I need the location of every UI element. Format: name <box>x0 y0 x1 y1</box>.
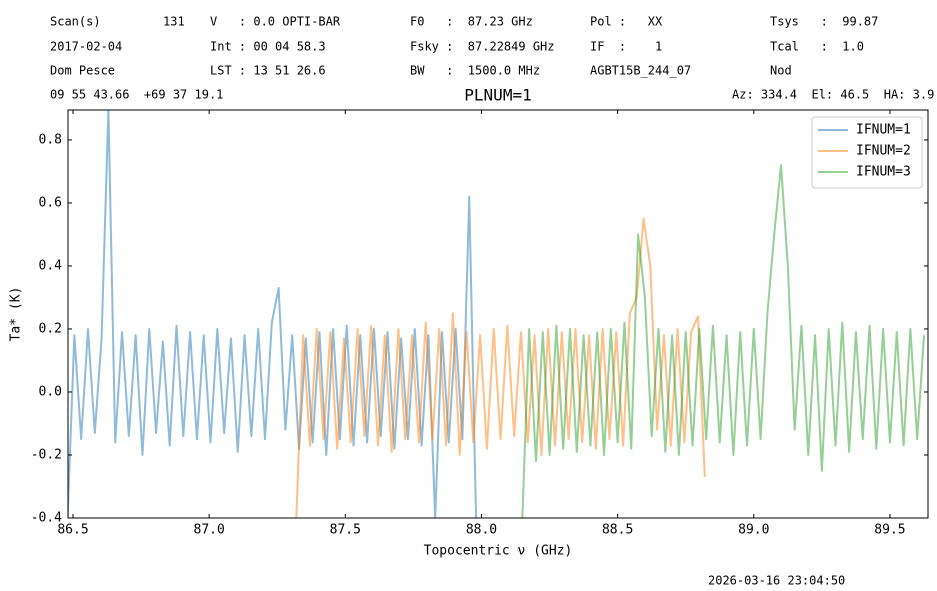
plot-lines <box>68 110 925 518</box>
x-tick-label: 88.0 <box>466 523 497 538</box>
header-text: Nod <box>770 64 792 78</box>
legend-label: IFNUM=2 <box>856 144 911 159</box>
header-text: AGBT15B_244_07 <box>590 64 691 78</box>
header-text: IF : 1 <box>590 40 662 54</box>
x-tick-label: 88.5 <box>602 523 633 538</box>
header-text: Az: 334.4 El: 46.5 HA: 3.9 <box>732 88 934 102</box>
spectrum-line <box>68 110 478 518</box>
y-tick-label: 0.4 <box>39 258 63 273</box>
header-text: Tsys : 99.87 <box>770 15 878 29</box>
plot-frame <box>67 109 929 519</box>
header-text: LST : 13 51 26.6 <box>210 64 326 78</box>
legend-label: IFNUM=3 <box>856 165 911 180</box>
header-text: 09 55 43.66 +69 37 19.1 <box>50 88 223 102</box>
header-text: Scan(s) <box>50 15 101 29</box>
x-tick-label: 89.0 <box>738 523 769 538</box>
header-text: Dom Pesce <box>50 64 115 78</box>
header-text: Tcal : 1.0 <box>770 40 864 54</box>
y-axis-label: Ta* (K) <box>9 287 24 342</box>
x-tick-label: 87.0 <box>194 523 225 538</box>
y-tick-label: 0.2 <box>39 321 62 336</box>
header-text: BW : 1500.0 MHz <box>410 64 540 78</box>
header-text: Int : 00 04 58.3 <box>210 40 326 54</box>
y-tick-label: -0.4 <box>31 511 62 526</box>
header-text: 2017-02-04 <box>50 40 122 54</box>
y-tick-label: 0.6 <box>39 195 62 210</box>
header-text: V : 0.0 OPTI-BAR <box>210 15 341 29</box>
header-text: Fsky : 87.22849 GHz <box>410 40 555 54</box>
y-tick-label: -0.2 <box>31 447 62 462</box>
y-tick-label: 0.0 <box>39 384 62 399</box>
spectrum-line <box>521 164 925 518</box>
x-axis-label: Topocentric ν (GHz) <box>424 544 573 559</box>
chart-title: PLNUM=1 <box>464 86 531 105</box>
header-text: 131 <box>163 15 185 29</box>
footer-timestamp: 2026-03-16 23:04:50 <box>708 574 845 588</box>
header-text: Pol : XX <box>590 15 663 29</box>
x-tick-label: 87.5 <box>330 523 361 538</box>
x-tick-label: 89.5 <box>874 523 905 538</box>
legend-label: IFNUM=1 <box>856 123 911 138</box>
x-tick-label: 86.5 <box>57 523 88 538</box>
header-text: F0 : 87.23 GHz <box>410 15 533 29</box>
y-tick-label: 0.8 <box>39 132 62 147</box>
legend-frame <box>811 116 923 189</box>
